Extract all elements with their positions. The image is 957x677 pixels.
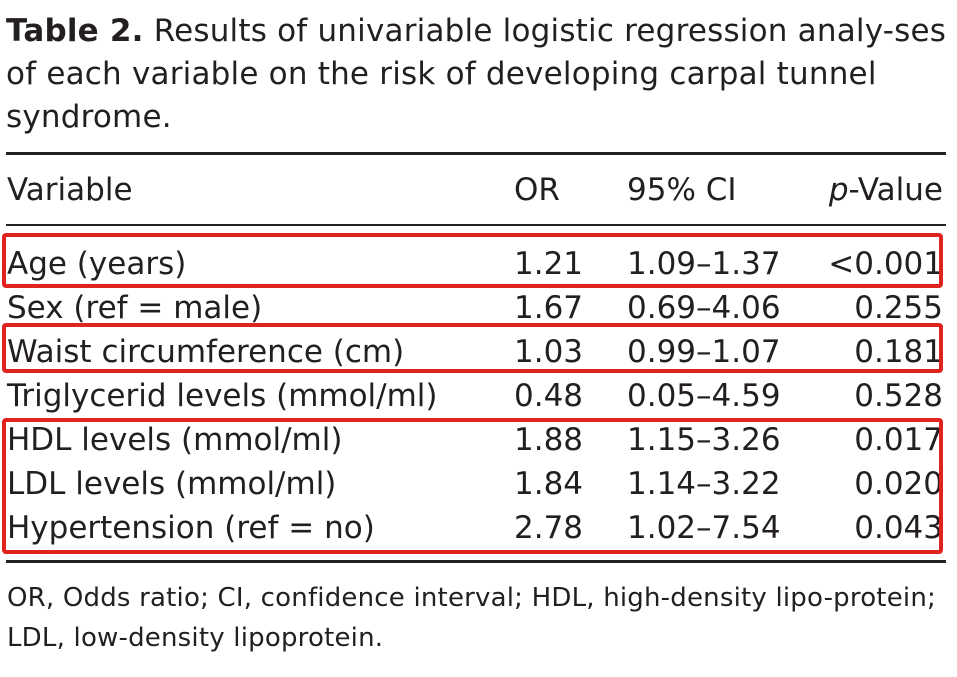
cell-ci: 0.99–1.07 <box>627 334 781 370</box>
cell-variable: Sex (ref = male) <box>7 290 263 326</box>
table-header: Variable OR 95% CI p-Value <box>0 168 957 212</box>
caption-label: Table 2. <box>6 13 144 49</box>
cell-or: 1.67 <box>514 290 584 326</box>
cell-or: 1.84 <box>514 466 584 502</box>
cell-variable: LDL levels (mmol/ml) <box>7 466 337 502</box>
table-row-sex: Sex (ref = male) 1.67 0.69–4.06 0.255 <box>0 286 957 330</box>
bottom-rule <box>6 560 946 563</box>
cell-variable: Waist circumference (cm) <box>7 334 405 370</box>
table-row-age: Age (years) 1.21 1.09–1.37 <0.001 <box>0 242 957 286</box>
cell-p: 0.255 <box>854 290 943 326</box>
cell-p: 0.043 <box>854 510 943 546</box>
header-ci: 95% CI <box>627 172 737 208</box>
table-row-triglycerid: Triglycerid levels (mmol/ml) 0.48 0.05–4… <box>0 374 957 418</box>
header-p-italic: p <box>828 172 849 208</box>
caption-text: Results of univariable logistic regressi… <box>6 13 947 135</box>
cell-p: 0.017 <box>854 422 943 458</box>
table-row-hypertension: Hypertension (ref = no) 2.78 1.02–7.54 0… <box>0 506 957 550</box>
cell-or: 2.78 <box>514 510 584 546</box>
header-p-value: p-Value <box>829 168 943 212</box>
highlight-box-waist <box>2 323 943 373</box>
cell-p: 0.020 <box>854 466 943 502</box>
cell-ci: 0.05–4.59 <box>627 378 781 414</box>
highlight-box-age <box>2 233 943 288</box>
cell-or: 1.88 <box>514 422 584 458</box>
cell-variable: Hypertension (ref = no) <box>7 510 375 546</box>
cell-p: <0.001 <box>828 246 943 282</box>
top-rule <box>6 152 946 155</box>
cell-ci: 1.14–3.22 <box>627 466 781 502</box>
table-caption: Table 2. Results of univariable logistic… <box>6 10 950 139</box>
table-row-hdl: HDL levels (mmol/ml) 1.88 1.15–3.26 0.01… <box>0 418 957 462</box>
cell-p: 0.181 <box>854 334 943 370</box>
header-p-rest: -Value <box>848 172 944 208</box>
header-or: OR <box>514 172 560 208</box>
header-variable: Variable <box>7 172 133 208</box>
highlight-box-lipids-hypertension <box>2 418 943 554</box>
cell-ci: 1.02–7.54 <box>627 510 781 546</box>
cell-or: 1.03 <box>514 334 584 370</box>
cell-ci: 0.69–4.06 <box>627 290 781 326</box>
cell-ci: 1.15–3.26 <box>627 422 781 458</box>
cell-variable: Triglycerid levels (mmol/ml) <box>7 378 438 414</box>
cell-or: 0.48 <box>514 378 584 414</box>
header-rule <box>6 224 946 226</box>
cell-p: 0.528 <box>854 378 943 414</box>
cell-ci: 1.09–1.37 <box>627 246 781 282</box>
table-footnote: OR, Odds ratio; CI, confidence interval;… <box>7 583 936 653</box>
cell-variable: Age (years) <box>7 246 187 282</box>
cell-variable: HDL levels (mmol/ml) <box>7 422 343 458</box>
table-row-ldl: LDL levels (mmol/ml) 1.84 1.14–3.22 0.02… <box>0 462 957 506</box>
table-row-waist: Waist circumference (cm) 1.03 0.99–1.07 … <box>0 330 957 374</box>
cell-or: 1.21 <box>514 246 584 282</box>
